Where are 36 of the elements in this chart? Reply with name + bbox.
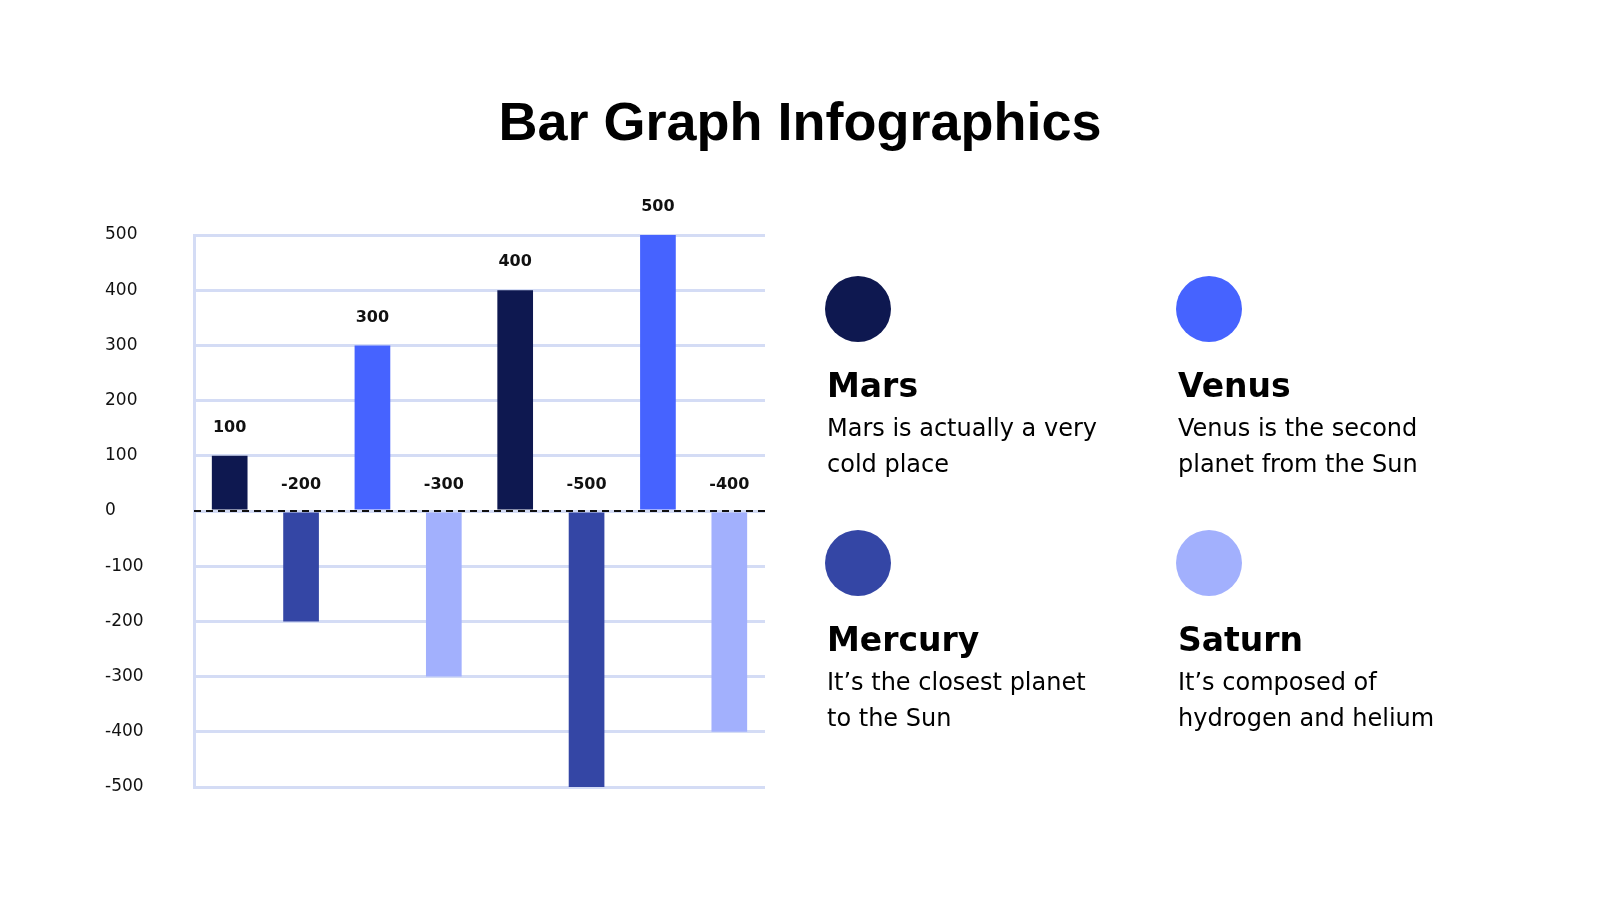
- legend-label: Mercury: [827, 620, 980, 659]
- bar: [425, 512, 462, 677]
- chart-title: Bar Graph Infographics: [498, 91, 1102, 151]
- y-tick-label: 100: [105, 444, 138, 465]
- y-tick-label: -400: [105, 720, 144, 741]
- data-label: 500: [641, 196, 675, 216]
- y-tick-label: -300: [105, 665, 144, 686]
- y-tick-label: 400: [105, 278, 138, 299]
- data-label: 300: [355, 306, 390, 326]
- data-label: 100: [212, 416, 247, 436]
- text: Mars is actually a very cold place: [827, 414, 1097, 478]
- bar: [711, 512, 748, 732]
- y-tick-label: 0: [105, 499, 116, 520]
- data-label: -300: [423, 473, 464, 493]
- y-tick-label: -100: [105, 554, 144, 575]
- data-label: -200: [281, 473, 322, 493]
- y-tick-label: 500: [105, 223, 138, 244]
- legend-label: Venus: [1178, 366, 1291, 405]
- y-tick-label: 300: [105, 333, 138, 354]
- text: It’s composed of hydrogen and helium: [1178, 668, 1435, 732]
- legend-label: Mars: [827, 366, 919, 405]
- y-tick-label: 200: [105, 389, 138, 410]
- text: It’s the closest planet to the Sun: [827, 668, 1086, 732]
- legend-label: Saturn: [1178, 620, 1304, 659]
- bar: [354, 345, 391, 510]
- y-tick-label: -200: [105, 609, 144, 630]
- bar: [568, 512, 605, 787]
- bar: [640, 235, 676, 510]
- bar: [283, 512, 319, 622]
- bar: [497, 290, 534, 510]
- bar: [211, 455, 248, 510]
- text: Venus is the second planet from the Sun: [1178, 414, 1418, 478]
- data-label: -500: [566, 473, 607, 493]
- data-label: -400: [709, 473, 750, 493]
- data-label: 400: [498, 251, 532, 271]
- y-tick-label: -500: [105, 775, 144, 796]
